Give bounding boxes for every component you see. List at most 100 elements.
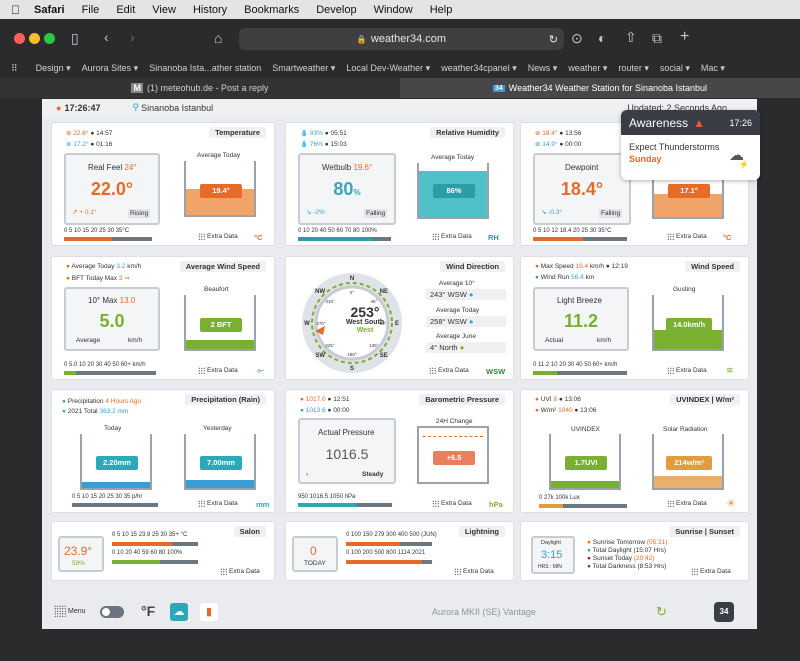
salon-extra-button[interactable]: Extra Data bbox=[220, 568, 260, 575]
refresh-icon[interactable]: ↻ bbox=[656, 604, 667, 619]
uv-extra-button[interactable]: Extra Data bbox=[667, 500, 707, 507]
bookmark-localdev[interactable]: Local Dev-Weather ▾ bbox=[346, 62, 431, 73]
reload-icon[interactable]: ↻ bbox=[548, 33, 558, 46]
bookmarks-bar: ⠿ Design ▾ Aurora Sites ▾ Sinanoba Ista.… bbox=[0, 58, 800, 78]
salon-title: Salon bbox=[233, 526, 266, 537]
cloud-icon[interactable]: ☁ bbox=[170, 603, 188, 621]
bookmark-smartweather[interactable]: Smartweather ▾ bbox=[272, 62, 336, 73]
wind-scale: 0 5.0 10 20 30 40 50 60+ km/h bbox=[64, 362, 146, 368]
bookmark-mac[interactable]: Mac ▾ bbox=[700, 62, 725, 73]
forward-icon[interactable]: › bbox=[130, 29, 135, 45]
lightning-bar1-fill bbox=[346, 542, 400, 546]
shield-icon[interactable]: ◐ bbox=[598, 30, 607, 46]
menu-file[interactable]: File bbox=[72, 3, 100, 16]
rain-yest-badge: 7.00mm bbox=[200, 456, 242, 470]
wind-bar-fill bbox=[64, 371, 76, 375]
pressure-extra-button[interactable]: Extra Data bbox=[432, 500, 472, 507]
bookmark-aurora[interactable]: Aurora Sites ▾ bbox=[81, 62, 139, 73]
salon-scale2: 0 10 20 40 59 60 80 100% bbox=[112, 550, 183, 556]
menu-safari[interactable]: Safari bbox=[25, 3, 65, 16]
bookmark-social[interactable]: social ▾ bbox=[659, 62, 690, 73]
tab-bar: M (1) meteohub.de - Post a reply 34 Weat… bbox=[0, 78, 800, 98]
bookmark-news[interactable]: News ▾ bbox=[527, 62, 558, 73]
gust-bar-rest bbox=[557, 371, 627, 375]
home-icon[interactable]: ⌂ bbox=[214, 30, 223, 46]
wind-unit-label: km/h bbox=[128, 337, 143, 344]
bookmark-sinanoba[interactable]: Sinanoba Ista...ather station bbox=[149, 63, 262, 73]
rain-extra-button[interactable]: Extra Data bbox=[198, 500, 238, 507]
weather34-logo[interactable]: 34 bbox=[714, 602, 734, 622]
menu-develop[interactable]: Develop bbox=[307, 3, 356, 16]
theme-toggle[interactable] bbox=[100, 606, 124, 618]
zoom-window-button[interactable] bbox=[44, 33, 55, 44]
pressure-max: ● 1017.0 ● 12:51 bbox=[300, 396, 350, 403]
grid-icon bbox=[432, 500, 439, 507]
direction-extra-button[interactable]: Extra Data bbox=[429, 367, 469, 374]
solar-badge: 214w/m² bbox=[666, 456, 712, 470]
grid-icon bbox=[667, 233, 674, 240]
bookmark-cpanel[interactable]: weather34cpanel ▾ bbox=[441, 62, 517, 73]
menu-bookmarks[interactable]: Bookmarks bbox=[235, 3, 299, 16]
pressure-title: Barometric Pressure bbox=[419, 394, 505, 405]
solar-fill bbox=[654, 476, 722, 488]
download-icon[interactable]: ⊙ bbox=[571, 30, 583, 46]
menu-button[interactable]: Menu bbox=[54, 605, 86, 617]
uvi-badge: 1.7UVI bbox=[565, 456, 607, 470]
rain-scale: 0 5 10 15 20 25 30 35 p/hr bbox=[72, 494, 143, 500]
direction-deg: 253° bbox=[350, 304, 380, 320]
sidebar-icon[interactable]: ▯ bbox=[71, 30, 79, 46]
dew-extra-button[interactable]: Extra Data bbox=[667, 233, 707, 240]
share-icon[interactable]: ⇧ bbox=[625, 29, 637, 45]
lightning-extra-button[interactable]: Extra Data bbox=[454, 568, 494, 575]
tab-weather34[interactable]: 34 Weather34 Weather Station for Sinanob… bbox=[400, 78, 800, 98]
menu-history[interactable]: History bbox=[183, 3, 227, 16]
tabs-icon[interactable]: ⧉ bbox=[652, 30, 662, 46]
avgjune-value: 4° North ● bbox=[426, 342, 506, 353]
direction-title: Wind Direction bbox=[440, 261, 505, 272]
header-time: 17:26:47 bbox=[64, 102, 101, 113]
hum-scale: 0 10 20 40 50 60 70 80 100% bbox=[298, 228, 377, 234]
temp-extra-button[interactable]: Extra Data bbox=[198, 233, 238, 240]
menu-help[interactable]: Help bbox=[420, 3, 453, 16]
fahrenheit-button[interactable]: °F bbox=[141, 603, 156, 619]
chart-icon[interactable]: ▮ bbox=[200, 603, 218, 621]
salon-bar1-rest bbox=[172, 542, 198, 546]
hum-current-box: Wetbulb 19.6° 80% ↘ -2% Falling bbox=[298, 153, 396, 225]
gust-card: Wind Speed ● Max Speed 19.4 km/h ● 12:19… bbox=[520, 256, 749, 380]
salon-bar1-fill bbox=[112, 542, 172, 546]
new-tab-icon[interactable]: + bbox=[680, 28, 690, 45]
pressure-tank bbox=[417, 426, 489, 484]
wind-extra-button[interactable]: Extra Data bbox=[198, 367, 238, 374]
menu-edit[interactable]: Edit bbox=[107, 3, 135, 16]
rain-total: ● 2021 Total 363.2 mm bbox=[62, 408, 129, 415]
grid-icon[interactable]: ⠿ bbox=[11, 62, 18, 73]
sun-icon: ☀ bbox=[726, 498, 736, 510]
close-window-button[interactable] bbox=[14, 33, 25, 44]
hum-bar-rest bbox=[373, 237, 391, 241]
menu-view[interactable]: View bbox=[143, 3, 176, 16]
warning-icon: ▲ bbox=[693, 115, 706, 130]
minimize-window-button[interactable] bbox=[29, 33, 40, 44]
dew-scale: 0 5 10 12 18.4 20 25 30 35°C bbox=[533, 228, 612, 234]
clock-icon: ● bbox=[56, 102, 62, 113]
gust-extra-button[interactable]: Extra Data bbox=[667, 367, 707, 374]
pressure-unit: hPa bbox=[489, 500, 503, 509]
url-bar[interactable]: 🔒 weather34.com ↻ bbox=[239, 28, 564, 50]
apple-icon[interactable]:  bbox=[11, 3, 20, 17]
avgtoday-value: 258° WSW ● bbox=[426, 316, 506, 327]
grid-icon bbox=[432, 233, 439, 240]
temp-trend: ↗ + 0.1° bbox=[72, 209, 97, 216]
awareness-popup[interactable]: Awareness ▲ 17:26 Expect Thunderstorms S… bbox=[621, 110, 760, 180]
tab-meteohub[interactable]: M (1) meteohub.de - Post a reply bbox=[0, 78, 400, 98]
bookmark-router[interactable]: router ▾ bbox=[618, 62, 649, 73]
bookmark-weather[interactable]: weather ▾ bbox=[568, 62, 608, 73]
back-icon[interactable]: ‹ bbox=[104, 29, 109, 45]
gust-value: 11.2 bbox=[563, 311, 599, 331]
hum-extra-button[interactable]: Extra Data bbox=[432, 233, 472, 240]
windsock-icon: ⟜ bbox=[257, 365, 265, 375]
bookmark-design[interactable]: Design ▾ bbox=[35, 62, 71, 73]
menu-window[interactable]: Window bbox=[364, 3, 413, 16]
sun-extra-button[interactable]: Extra Data bbox=[691, 568, 731, 575]
temp-trend-label: Rising bbox=[128, 209, 151, 218]
